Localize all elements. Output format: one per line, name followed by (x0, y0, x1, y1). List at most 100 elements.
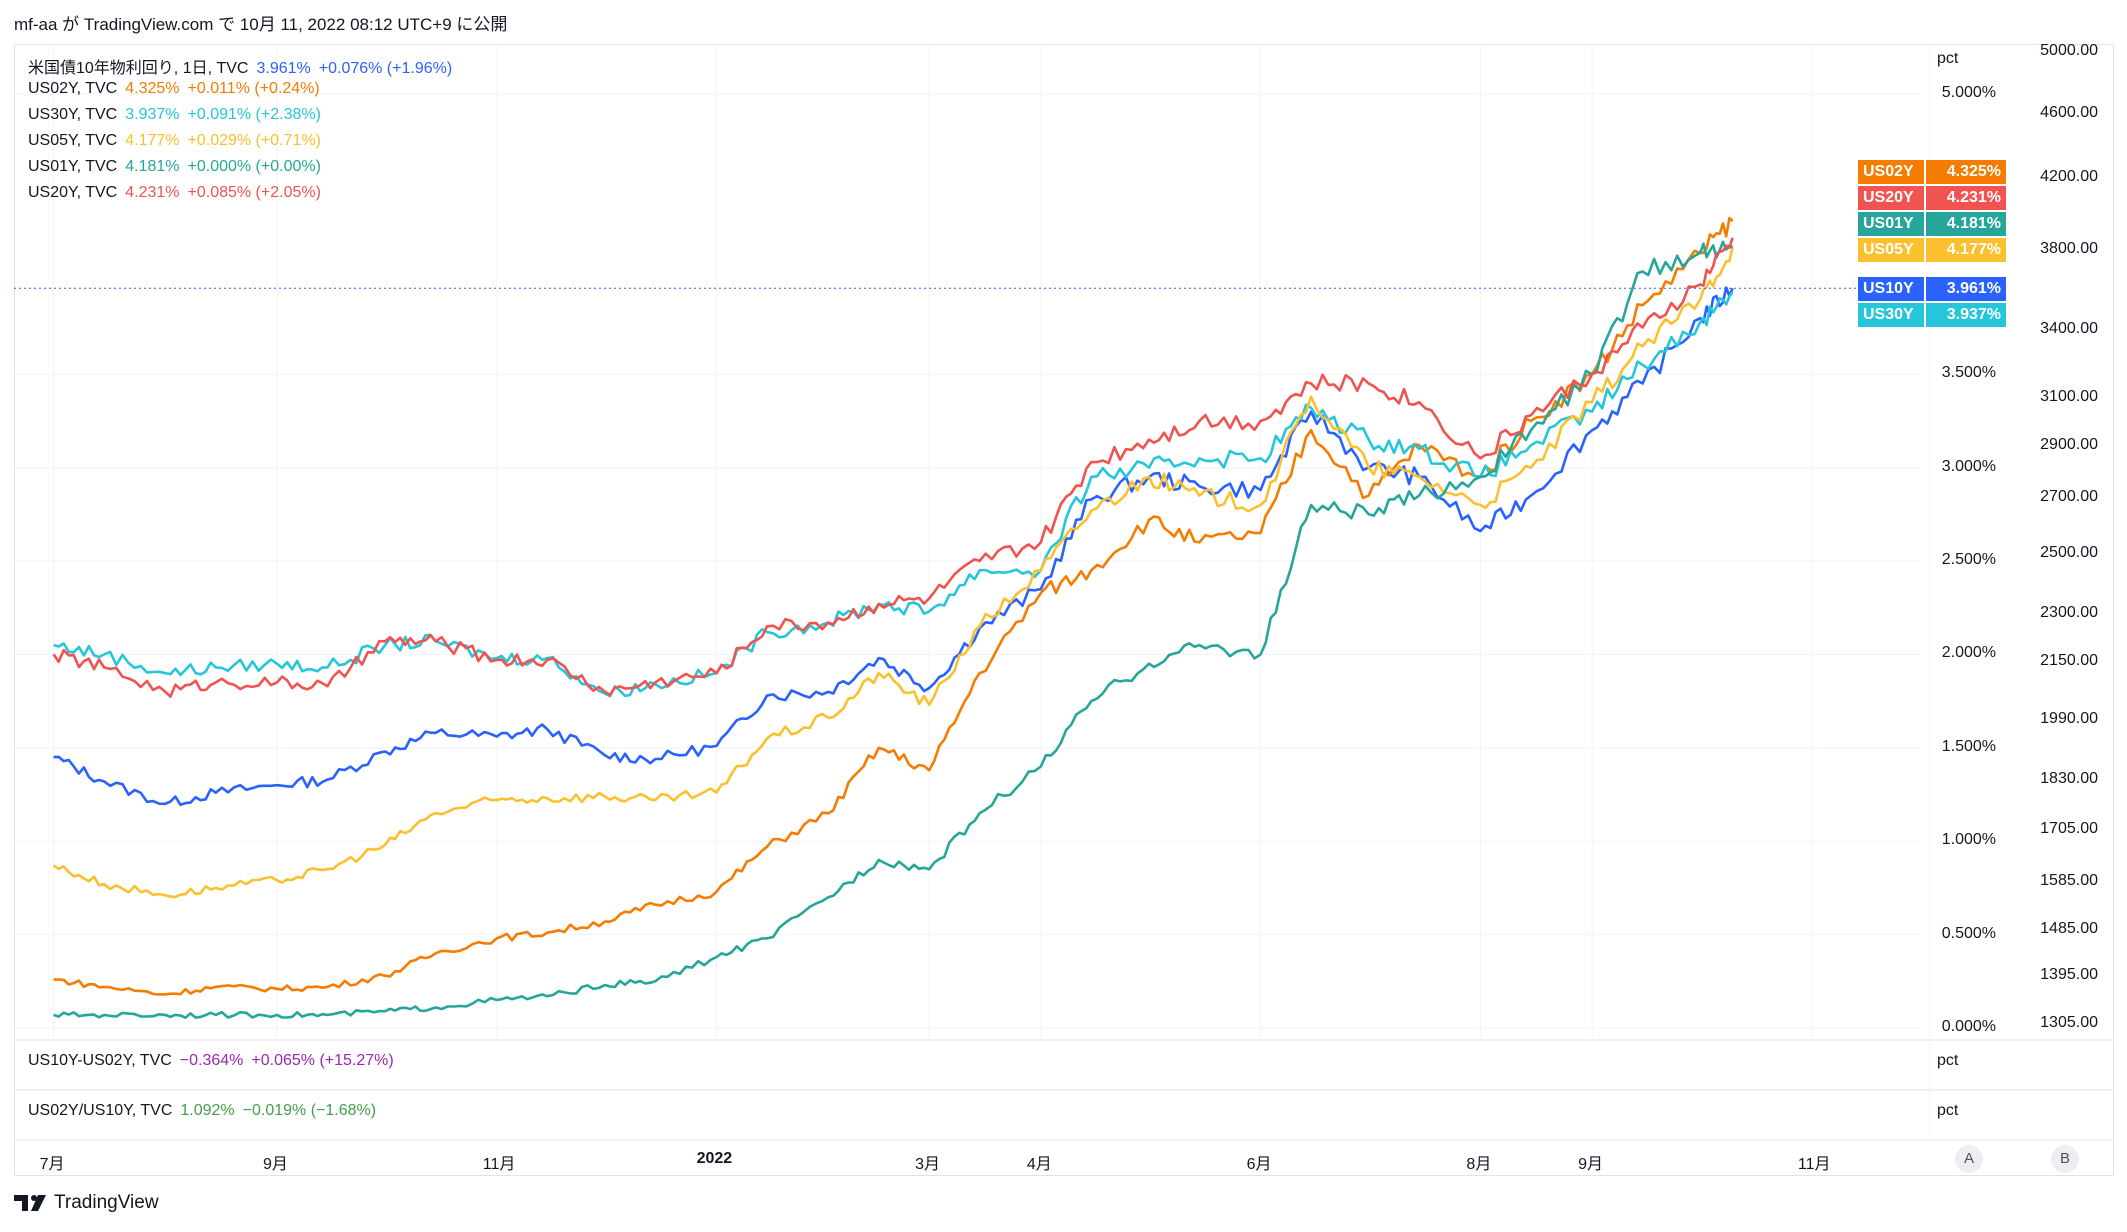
pane-value: 1.092% (180, 1102, 235, 1119)
pane-change: −0.019% (−1.68%) (242, 1102, 377, 1119)
secondary-axis-tick: 3100.00 (2040, 388, 2098, 405)
legend-row[interactable]: US30Y, TVC 3.937% +0.091% (+2.38%) (28, 106, 329, 124)
legend-change: +0.076% (+1.96%) (318, 60, 453, 77)
badge-value: 4.325% (1926, 160, 2006, 184)
legend-series-name: US05Y, TVC (28, 132, 118, 149)
pct-axis-tick: 0.500% (1941, 924, 1996, 942)
log-scale-button[interactable]: B (2051, 1145, 2079, 1173)
pct-axis-tick: 5.000% (1941, 84, 1996, 101)
pct-axis-tick: 3.500% (1941, 364, 1996, 382)
time-axis-tick: 6月 (1246, 1156, 1272, 1173)
legend-value: 3.961% (256, 60, 311, 77)
legend-value: 4.231% (125, 184, 180, 201)
secondary-axis-tick: 2700.00 (2040, 488, 2098, 505)
price-badge: US02Y 4.325% (1858, 160, 2006, 184)
time-axis-tick: 2022 (696, 1150, 733, 1167)
indicator-pane-legend[interactable]: US10Y-US02Y, TVC −0.364% +0.065% (+15.27%) (28, 1052, 402, 1070)
publish-header: mf-aa が TradingView.com で 10月 11, 2022 0… (14, 15, 508, 34)
price-badge: US01Y 4.181% (1858, 212, 2006, 236)
badge-symbol: US02Y (1858, 160, 1924, 184)
pct-axis-tick: 2.000% (1941, 644, 1996, 662)
secondary-axis-tick: 4200.00 (2040, 168, 2098, 185)
secondary-axis-tick: 1830.00 (2040, 770, 2098, 787)
secondary-axis-tick: 2900.00 (2040, 436, 2098, 453)
badge-symbol: US20Y (1858, 186, 1924, 210)
legend-row[interactable]: US02Y, TVC 4.325% +0.011% (+0.24%) (28, 80, 328, 98)
secondary-axis-tick: 3400.00 (2040, 320, 2098, 337)
chart-frame (14, 44, 2114, 1176)
time-axis-tick: 9月 (263, 1156, 288, 1173)
series-line-us20y (52, 237, 1734, 698)
badge-symbol: US30Y (1858, 303, 1924, 327)
pane-value: −0.364% (179, 1052, 244, 1069)
series-line-us02y (53, 216, 1734, 996)
pct-axis-tick: 0.000% (1941, 1018, 1996, 1035)
legend-value: 4.181% (125, 158, 180, 175)
brand-name: TradingView (54, 1192, 159, 1213)
pane-series-name: US10Y-US02Y, TVC (28, 1052, 172, 1069)
price-badge: US30Y 3.937% (1858, 303, 2006, 327)
price-badge: US05Y 4.177% (1858, 238, 2006, 262)
pct-axis-tick: 1.500% (1941, 737, 1996, 755)
pane-unit: pct (1937, 1102, 1959, 1119)
time-axis-tick: 3月 (915, 1156, 941, 1173)
badge-value: 4.181% (1926, 212, 2006, 236)
legend-value: 4.325% (125, 80, 180, 97)
badge-value: 3.937% (1926, 303, 2006, 327)
tradingview-brand: TradingView (14, 1192, 159, 1214)
legend-series-name: US01Y, TVC (28, 158, 118, 175)
legend-row[interactable]: 米国債10年物利回り, 1日, TVC 3.961% +0.076% (+1.96%… (28, 54, 460, 78)
price-badge: US20Y 4.231% (1858, 186, 2006, 210)
pane-change: +0.065% (+15.27%) (251, 1052, 394, 1069)
time-axis-tick: 9月 (1578, 1156, 1604, 1173)
badge-symbol: US01Y (1858, 212, 1924, 236)
secondary-axis-tick: 5000.00 (2040, 42, 2098, 59)
time-axis-tick: 11月 (482, 1156, 516, 1173)
series-line-us10y (53, 286, 1734, 807)
time-axis-tick: 8月 (1466, 1156, 1492, 1173)
legend-value: 4.177% (125, 132, 180, 149)
legend-change: +0.011% (+0.24%) (187, 80, 320, 97)
legend-row[interactable]: US05Y, TVC 4.177% +0.029% (+0.71%) (28, 132, 329, 150)
secondary-axis-tick: 1305.00 (2040, 1014, 2098, 1031)
legend-series-name: US30Y, TVC (28, 106, 118, 123)
secondary-axis-tick: 1990.00 (2040, 710, 2098, 727)
legend-row[interactable]: US20Y, TVC 4.231% +0.085% (+2.05%) (28, 184, 329, 202)
secondary-axis-tick: 1705.00 (2040, 820, 2098, 837)
legend-value: 3.937% (125, 106, 180, 123)
pane-series-name: US02Y/US10Y, TVC (28, 1102, 173, 1119)
legend-change: +0.029% (+0.71%) (187, 132, 321, 149)
legend-row[interactable]: US01Y, TVC 4.181% +0.000% (+0.00%) (28, 158, 329, 176)
time-axis-tick: 7月 (39, 1156, 65, 1173)
secondary-axis-tick: 2150.00 (2040, 652, 2098, 669)
badge-value: 4.177% (1926, 238, 2006, 262)
secondary-axis-tick: 2300.00 (2040, 604, 2098, 621)
tradingview-logo-icon (14, 1195, 46, 1211)
time-axis-tick: 11月 (1797, 1156, 1831, 1173)
secondary-axis-tick: 1585.00 (2040, 872, 2098, 889)
legend-change: +0.085% (+2.05%) (187, 184, 321, 201)
secondary-axis-tick: 2500.00 (2040, 544, 2098, 561)
badge-value: 4.231% (1926, 186, 2006, 210)
series-line-us30y (53, 291, 1734, 698)
badge-value: 3.961% (1926, 277, 2006, 301)
legend-change: +0.091% (+2.38%) (187, 106, 321, 123)
secondary-axis-tick: 3800.00 (2040, 240, 2098, 257)
pane-unit: pct (1937, 1052, 1959, 1069)
series-line-us05y (52, 246, 1734, 899)
legend-series-name: US20Y, TVC (28, 184, 118, 201)
pct-axis-tick: 1.000% (1941, 831, 1996, 849)
pct-axis-tick: 2.500% (1941, 551, 1996, 568)
pct-axis-tick: 3.000% (1941, 457, 1996, 475)
series-line-us01y (53, 240, 1734, 1020)
indicator-pane-legend[interactable]: US02Y/US10Y, TVC 1.092% −0.019% (−1.68%) (28, 1102, 384, 1120)
legend-change: +0.000% (+0.00%) (187, 158, 321, 175)
legend-series-name: US02Y, TVC (28, 80, 118, 97)
secondary-axis-tick: 1485.00 (2040, 920, 2098, 937)
time-axis-tick: 4月 (1026, 1156, 1052, 1173)
price-badge: US10Y 3.961% (1858, 277, 2006, 301)
pct-axis-unit: pct (1937, 50, 1959, 67)
secondary-axis-tick: 4600.00 (2040, 104, 2098, 121)
auto-scale-button[interactable]: A (1955, 1145, 1983, 1173)
